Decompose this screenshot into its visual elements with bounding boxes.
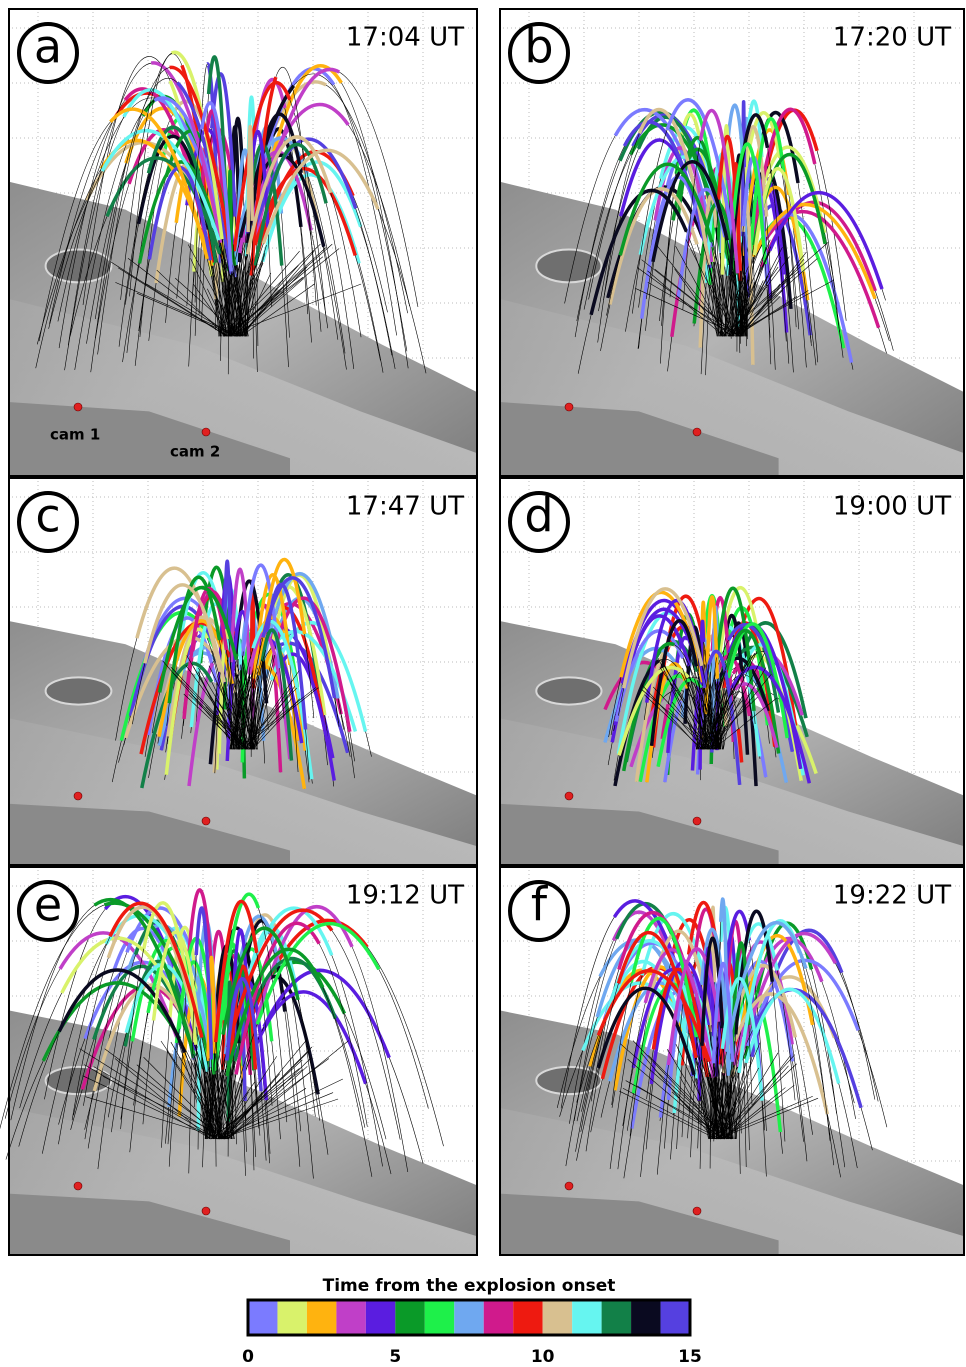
panel-letter: d bbox=[524, 489, 553, 543]
colorbar-cell bbox=[307, 1300, 336, 1335]
colorbar-cell bbox=[454, 1300, 483, 1335]
colorbar-cell bbox=[395, 1300, 424, 1335]
camera-marker bbox=[202, 428, 210, 436]
colorbar-cell bbox=[513, 1300, 542, 1335]
panel: c 17:47 UT bbox=[8, 477, 478, 866]
colorbar-cell bbox=[543, 1300, 572, 1335]
camera-marker bbox=[565, 403, 573, 411]
panel-time: 19:12 UT bbox=[346, 881, 464, 911]
camera-marker bbox=[693, 817, 701, 825]
panel: f 19:22 UT bbox=[499, 866, 965, 1256]
camera-marker bbox=[202, 1207, 210, 1215]
panel-time: 17:20 UT bbox=[833, 23, 951, 53]
panel-time: 17:04 UT bbox=[346, 23, 464, 53]
camera-marker bbox=[693, 1207, 701, 1215]
panel-time: 17:47 UT bbox=[346, 492, 464, 522]
panel-letter: b bbox=[524, 20, 553, 74]
panel-letter: f bbox=[531, 878, 549, 932]
colorbar-cell bbox=[277, 1300, 306, 1335]
panel-letter: e bbox=[34, 878, 62, 932]
colorbar-tick-label: 5 bbox=[389, 1347, 401, 1367]
colorbar-tick-label: 10 bbox=[531, 1347, 555, 1367]
panel-letter: a bbox=[34, 20, 62, 74]
colorbar-cell bbox=[661, 1300, 690, 1335]
panel-time: 19:00 UT bbox=[833, 492, 951, 522]
colorbar-cell bbox=[336, 1300, 365, 1335]
colorbar-cell bbox=[602, 1300, 631, 1335]
camera-marker bbox=[74, 1182, 82, 1190]
camera-marker bbox=[74, 403, 82, 411]
colorbar-cell bbox=[248, 1300, 277, 1335]
crater bbox=[536, 250, 601, 283]
panel: cam 1 cam 2 a 17:04 UT bbox=[8, 8, 478, 477]
camera-marker bbox=[693, 428, 701, 436]
camera-label: cam 2 bbox=[170, 443, 220, 461]
colorbar-cell bbox=[572, 1300, 601, 1335]
panel: e 19:12 UT bbox=[0, 866, 478, 1256]
colorbar-cell bbox=[425, 1300, 454, 1335]
camera-marker bbox=[565, 1182, 573, 1190]
panel: d 19:00 UT bbox=[499, 477, 965, 866]
colorbar-cell bbox=[366, 1300, 395, 1335]
camera-marker bbox=[565, 792, 573, 800]
figure: Time from the explosion onset cam 1 cam 2… bbox=[0, 0, 966, 1367]
camera-label: cam 1 bbox=[50, 426, 100, 444]
crater bbox=[536, 677, 601, 704]
camera-marker bbox=[74, 792, 82, 800]
colorbar-cell bbox=[631, 1300, 660, 1335]
camera-marker bbox=[202, 817, 210, 825]
colorbar-tick-label: 0 bbox=[242, 1347, 254, 1367]
panel-time: 19:22 UT bbox=[833, 881, 951, 911]
panel: b 17:20 UT bbox=[499, 8, 965, 477]
colorbar-cell bbox=[484, 1300, 513, 1335]
page: Time from the explosion onset cam 1 cam 2… bbox=[0, 0, 966, 1367]
colorbar-title: Time from the explosion onset bbox=[323, 1276, 616, 1296]
colorbar-tick-label: 15 bbox=[678, 1347, 702, 1367]
crater bbox=[46, 677, 112, 704]
panel-letter: c bbox=[35, 489, 60, 543]
